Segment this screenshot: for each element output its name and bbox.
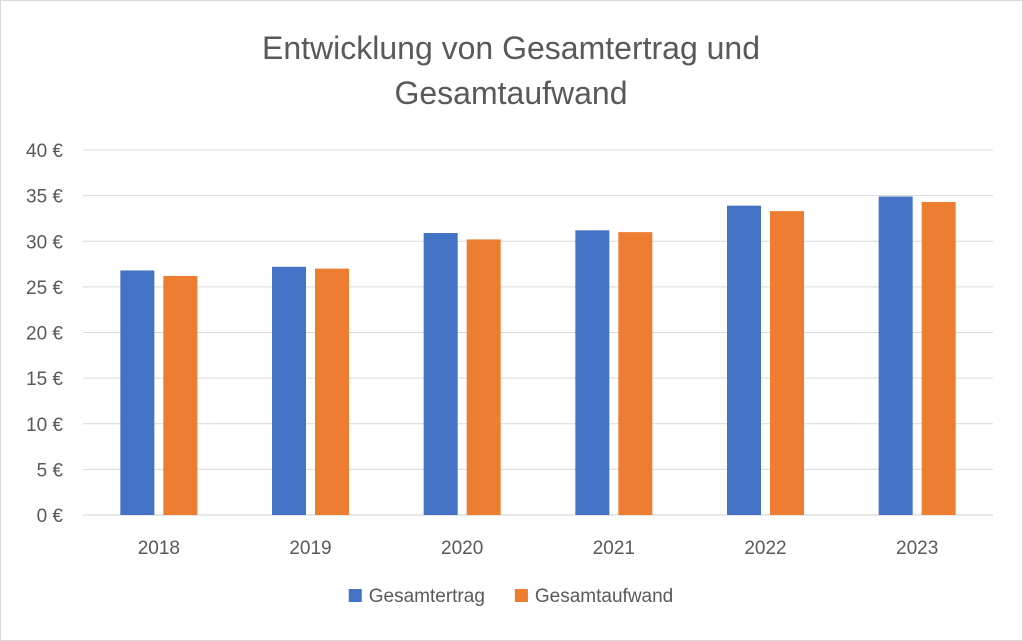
y-tick-label: 35 € <box>26 187 63 208</box>
y-tick-label: 0 € <box>37 506 64 527</box>
x-tick-label: 2022 <box>744 538 786 559</box>
y-tick-label: 10 € <box>26 415 63 436</box>
bar-gesamtaufwand-2022 <box>770 211 804 515</box>
bar-gesamtertrag-2018 <box>120 270 155 515</box>
legend-label-gesamtaufwand: Gesamtaufwand <box>535 586 673 607</box>
bar-gesamtaufwand-2023 <box>921 202 956 515</box>
x-tick-label: 2023 <box>896 538 938 559</box>
y-tick-label: 15 € <box>26 369 63 390</box>
bar-gesamtaufwand-2021 <box>618 232 653 515</box>
y-axis-tick-labels: 0 € 5 € 10 € 15 € 20 € 25 € 30 € 35 € 40 € <box>26 141 63 527</box>
bar-gesamtaufwand-2020 <box>466 239 501 516</box>
x-tick-label: 2018 <box>138 538 180 559</box>
legend-swatch-gesamtaufwand <box>514 589 528 602</box>
y-tick-label: 25 € <box>26 278 63 299</box>
y-tick-label: 40 € <box>26 141 63 162</box>
bars <box>120 196 956 516</box>
legend-label-gesamtertrag: Gesamtertrag <box>369 586 485 607</box>
chart-title: Entwicklung von Gesamtertrag und Gesamta… <box>262 30 760 111</box>
bar-gesamtertrag-2021 <box>575 230 610 516</box>
gridlines <box>83 149 993 516</box>
x-tick-label: 2020 <box>441 538 483 559</box>
bar-gesamtertrag-2022 <box>727 205 761 515</box>
chart-title-line-2: Gesamtaufwand <box>394 75 627 111</box>
chart-title-line-1: Entwicklung von Gesamtertrag und <box>262 30 760 66</box>
legend: Gesamtertrag Gesamtaufwand <box>348 586 673 607</box>
bar-gesamtertrag-2019 <box>272 266 306 515</box>
x-axis-tick-labels: 2018 2019 2020 2021 2022 2023 <box>138 538 939 559</box>
y-tick-label: 30 € <box>26 232 63 253</box>
bar-gesamtertrag-2023 <box>878 196 913 515</box>
y-tick-label: 20 € <box>26 324 63 345</box>
bar-gesamtaufwand-2019 <box>315 268 349 515</box>
x-tick-label: 2021 <box>593 538 635 559</box>
x-tick-label: 2019 <box>289 538 331 559</box>
bar-gesamtaufwand-2018 <box>163 275 198 515</box>
legend-swatch-gesamtertrag <box>348 589 362 602</box>
y-tick-label: 5 € <box>37 460 64 481</box>
bar-gesamtertrag-2020 <box>423 233 458 515</box>
